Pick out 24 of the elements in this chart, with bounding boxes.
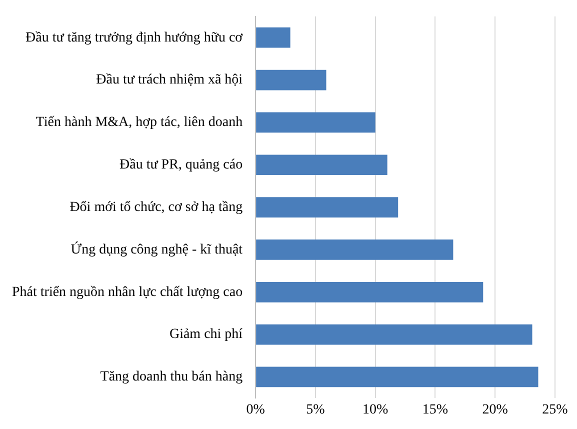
x-tick-label: 15% <box>422 402 448 418</box>
y-tick-label: Tiến hành M&A, hợp tác, liên doanh <box>36 115 243 130</box>
bar <box>256 154 388 176</box>
y-tick-label: Đầu tư tăng trưởng định hướng hữu cơ <box>26 30 244 46</box>
bar <box>256 27 290 48</box>
x-tick-label: 10% <box>362 402 389 418</box>
y-tick-label: Tăng doanh thu bán hàng <box>100 370 243 385</box>
y-tick-label: Phát triển nguồn nhân lực chất lượng cao <box>12 284 243 300</box>
bar <box>256 240 454 260</box>
y-tick-label: Đầu tư PR, quảng cáo <box>120 158 243 173</box>
x-tick-label: 5% <box>306 402 326 418</box>
y-tick-label: Giảm chi phí <box>169 327 243 342</box>
x-tick-label: 0% <box>246 402 266 418</box>
bar <box>256 197 398 218</box>
y-tick-label: Ứng dụng công nghệ - kĩ thuật <box>70 240 243 258</box>
bar <box>256 70 326 90</box>
y-tick-label: Đầu tư trách nhiệm xã hội <box>96 72 243 88</box>
x-tick-label: 20% <box>482 402 508 418</box>
bar <box>256 324 532 345</box>
bar <box>256 366 538 388</box>
bar <box>256 112 376 133</box>
y-tick-label: Đổi mới tổ chức, cơ sở hạ tầng <box>70 200 243 215</box>
bar <box>256 282 484 302</box>
x-tick-label: 25% <box>542 402 568 418</box>
